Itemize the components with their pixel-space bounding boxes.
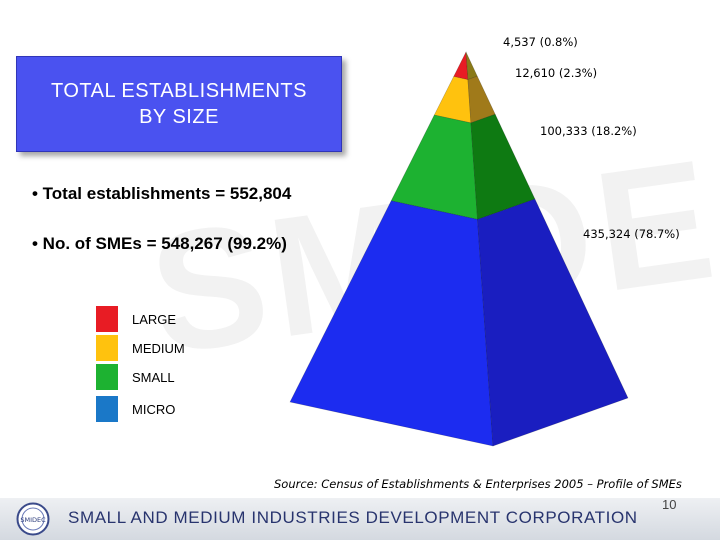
organization-name: SMALL AND MEDIUM INDUSTRIES DEVELOPMENT … — [68, 508, 638, 527]
legend-swatch-micro — [96, 396, 118, 422]
bullet-smes: • No. of SMEs = 548,267 (99.2%) — [32, 234, 287, 253]
legend-label-large: LARGE — [132, 312, 177, 327]
slide-title: TOTAL ESTABLISHMENTS BY SIZE — [51, 80, 307, 128]
data-label-micro: 435,324 (78.7%) — [583, 227, 680, 241]
data-label-medium: 12,610 (2.3%) — [515, 66, 597, 80]
legend-label-medium: MEDIUM — [132, 341, 185, 356]
pyramid-front-micro — [289, 200, 494, 447]
pyramid-side-micro — [477, 198, 629, 447]
data-label-large: 4,537 (0.8%) — [503, 35, 578, 49]
legend-swatch-small — [96, 364, 118, 390]
legend-label-small: SMALL — [132, 370, 175, 385]
legend-swatch-large — [96, 306, 118, 332]
source-note: Source: Census of Establishments & Enter… — [274, 477, 682, 491]
title-box: TOTAL ESTABLISHMENTS BY SIZE — [16, 56, 342, 152]
legend-swatch-medium — [96, 335, 118, 361]
pyramid-side-large — [465, 51, 478, 81]
page-number: 10 — [662, 497, 677, 512]
footer-bar — [0, 498, 720, 540]
smidec-logo-icon: SMIDEC — [16, 502, 50, 536]
pyramid-front-large — [453, 50, 469, 80]
data-label-small: 100,333 (18.2%) — [540, 124, 637, 138]
bullet-total-establishments: • Total establishments = 552,804 — [32, 184, 292, 203]
svg-text:SMIDEC: SMIDEC — [20, 516, 46, 524]
legend-label-micro: MICRO — [132, 402, 176, 417]
